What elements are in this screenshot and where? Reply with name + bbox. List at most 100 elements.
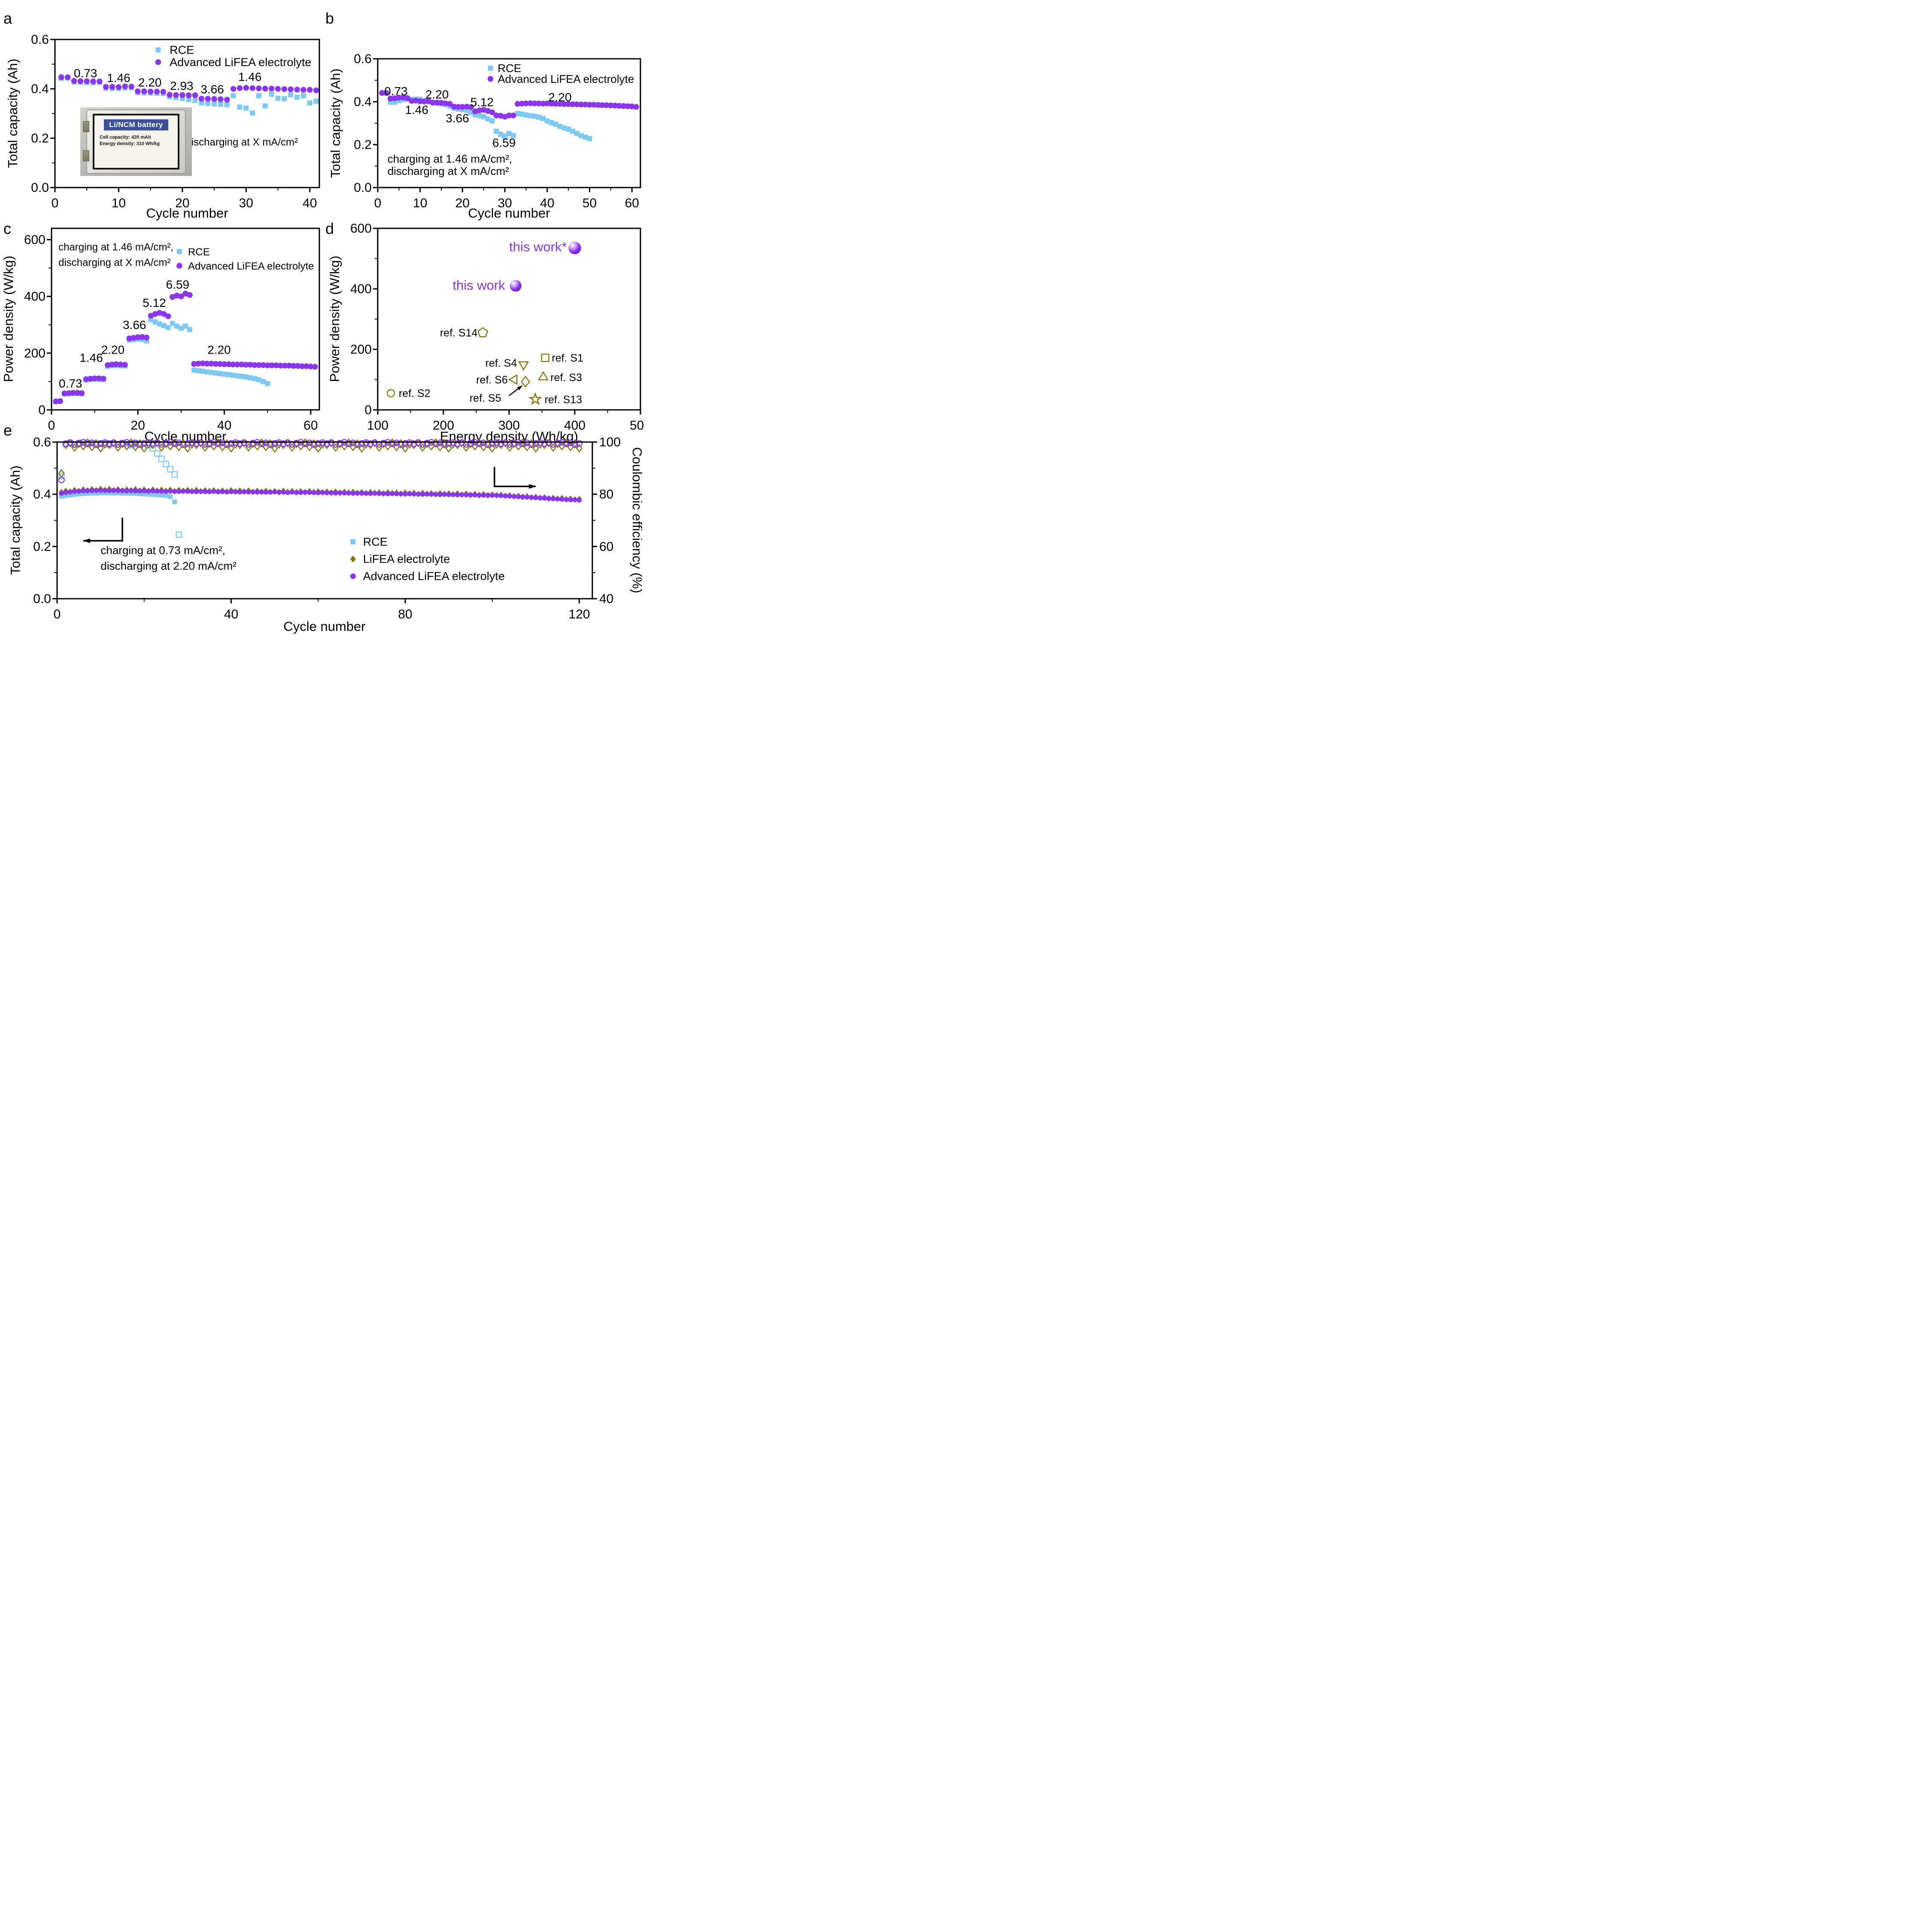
svg-text:ref. S4: ref. S4 xyxy=(485,358,517,370)
series-advanced-lifea-electrolyte xyxy=(53,291,318,404)
svg-text:3.66: 3.66 xyxy=(446,112,469,125)
svg-text:0.6: 0.6 xyxy=(33,435,51,449)
svg-text:40: 40 xyxy=(217,418,231,433)
series-advanced-lifea-electrolyte xyxy=(59,488,582,503)
series-ref-s1 xyxy=(541,354,549,362)
svg-text:60: 60 xyxy=(303,418,318,433)
svg-text:40: 40 xyxy=(224,607,238,621)
svg-text:100: 100 xyxy=(599,435,621,449)
panel-e-series xyxy=(58,438,583,538)
svg-text:Coulombic efficiency (%): Coulombic efficiency (%) xyxy=(630,447,644,594)
svg-text:RCE: RCE xyxy=(497,62,521,75)
svg-text:Total capacity (Ah): Total capacity (Ah) xyxy=(8,466,23,575)
svg-text:0.0: 0.0 xyxy=(354,181,372,195)
series-ref-s3 xyxy=(538,371,549,381)
panel-b: b 0 10 20 30 40 50 60 Cycle number 0.0 0.2 0.4 0.6 To… xyxy=(325,9,641,221)
series-ref-s2 xyxy=(386,389,395,397)
svg-text:RCE: RCE xyxy=(170,43,194,56)
svg-text:2.20: 2.20 xyxy=(207,343,231,357)
svg-text:1.46: 1.46 xyxy=(405,103,429,116)
svg-text:1.46: 1.46 xyxy=(238,70,262,84)
svg-text:0.2: 0.2 xyxy=(354,138,372,152)
series-this-work- xyxy=(568,242,581,255)
svg-text:60: 60 xyxy=(599,539,613,554)
svg-text:40: 40 xyxy=(599,592,613,606)
svg-text:1.46: 1.46 xyxy=(107,71,130,85)
battery-cell-photo: Li/NCM battery Cell capacity: 420 mAh En… xyxy=(83,109,186,174)
svg-text:discharging at 2.20 mA/cm²: discharging at 2.20 mA/cm² xyxy=(100,559,237,572)
svg-text:Advanced LiFEA electrolyte: Advanced LiFEA electrolyte xyxy=(497,73,634,85)
svg-text:0.73: 0.73 xyxy=(74,67,97,80)
panel-a: a 0 10 20 30 40 Cycle number 0.0 0.2 0.4 0.6 Total … xyxy=(3,9,320,221)
svg-text:400: 400 xyxy=(564,418,585,433)
svg-text:0.2: 0.2 xyxy=(31,131,49,145)
panel-d-series xyxy=(386,242,581,405)
svg-text:Advanced LiFEA electrolyte: Advanced LiFEA electrolyte xyxy=(188,261,314,272)
svg-text:200: 200 xyxy=(24,346,45,361)
svg-text:3.66: 3.66 xyxy=(200,82,224,96)
svg-text:Cycle number: Cycle number xyxy=(468,206,550,221)
panel-b-series xyxy=(379,90,639,141)
svg-text:2.20: 2.20 xyxy=(425,88,449,101)
series-advanced-lifea-electrolyte xyxy=(379,90,639,120)
svg-text:0: 0 xyxy=(374,196,382,210)
svg-text:ref. S3: ref. S3 xyxy=(550,372,582,384)
svg-text:2.20: 2.20 xyxy=(548,91,572,104)
svg-text:0.6: 0.6 xyxy=(354,52,372,66)
svg-text:ref. S14: ref. S14 xyxy=(440,327,478,339)
svg-text:this work: this work xyxy=(453,278,506,293)
battery-label-card: Li/NCM battery Cell capacity: 420 mAh En… xyxy=(93,114,179,170)
svg-text:50: 50 xyxy=(582,196,597,210)
svg-text:200: 200 xyxy=(350,342,372,357)
svg-text:Cycle number: Cycle number xyxy=(146,206,228,221)
svg-text:ref. S2: ref. S2 xyxy=(399,388,431,400)
svg-text:ref. S13: ref. S13 xyxy=(545,394,582,406)
panel-c-series xyxy=(53,291,318,404)
battery-name-banner: Li/NCM battery xyxy=(104,119,168,130)
battery-tab-top-icon xyxy=(83,121,89,132)
svg-text:2.93: 2.93 xyxy=(170,79,194,92)
svg-text:0: 0 xyxy=(38,403,45,417)
svg-text:0.0: 0.0 xyxy=(33,592,51,606)
svg-text:RCE: RCE xyxy=(188,246,210,258)
svg-text:40: 40 xyxy=(303,196,317,210)
battery-photo-inset: Li/NCM battery Cell capacity: 420 mAh En… xyxy=(80,107,192,176)
svg-text:120: 120 xyxy=(569,607,590,621)
svg-text:Power density (W/kg): Power density (W/kg) xyxy=(327,256,342,382)
svg-text:500: 500 xyxy=(630,418,644,433)
svg-text:6.59: 6.59 xyxy=(492,136,516,149)
svg-text:400: 400 xyxy=(24,290,45,304)
series-ref-s13 xyxy=(528,392,543,405)
svg-text:2.20: 2.20 xyxy=(101,343,125,357)
series-this-work xyxy=(510,280,522,292)
series-advanced-lifea-ce xyxy=(58,439,583,483)
svg-text:200: 200 xyxy=(433,418,454,433)
svg-text:0.4: 0.4 xyxy=(31,82,49,96)
svg-text:400: 400 xyxy=(350,282,372,296)
series-ref-s4 xyxy=(518,361,529,371)
svg-text:Cycle number: Cycle number xyxy=(283,619,365,634)
svg-text:600: 600 xyxy=(350,221,372,236)
svg-text:LiFEA electrolyte: LiFEA electrolyte xyxy=(363,553,450,566)
svg-text:Total capacity (Ah): Total capacity (Ah) xyxy=(5,59,20,168)
panel-e: e 0 40 80 120 Cycle number 0.0 0.2 0.4 0.6 Total c… xyxy=(3,421,644,634)
svg-text:0.0: 0.0 xyxy=(31,181,49,195)
svg-text:5.12: 5.12 xyxy=(470,95,494,109)
svg-text:30: 30 xyxy=(239,196,253,210)
svg-text:80: 80 xyxy=(599,488,613,502)
svg-text:0.4: 0.4 xyxy=(33,488,51,502)
svg-text:charging at 1.46 mA/cm²,: charging at 1.46 mA/cm², xyxy=(58,241,173,253)
panel-d: d100200300400500Energy density (Wh/kg)02… xyxy=(325,220,644,444)
svg-text:discharging at X mA/cm²: discharging at X mA/cm² xyxy=(388,165,510,178)
svg-text:e: e xyxy=(3,421,12,439)
svg-text:charging at 0.73 mA/cm²,: charging at 0.73 mA/cm², xyxy=(100,544,225,557)
svg-text:30: 30 xyxy=(497,196,512,210)
svg-text:0.6: 0.6 xyxy=(31,33,49,47)
svg-text:40: 40 xyxy=(540,196,554,210)
svg-text:0.2: 0.2 xyxy=(33,539,51,554)
series-ref-s6 xyxy=(508,374,518,385)
